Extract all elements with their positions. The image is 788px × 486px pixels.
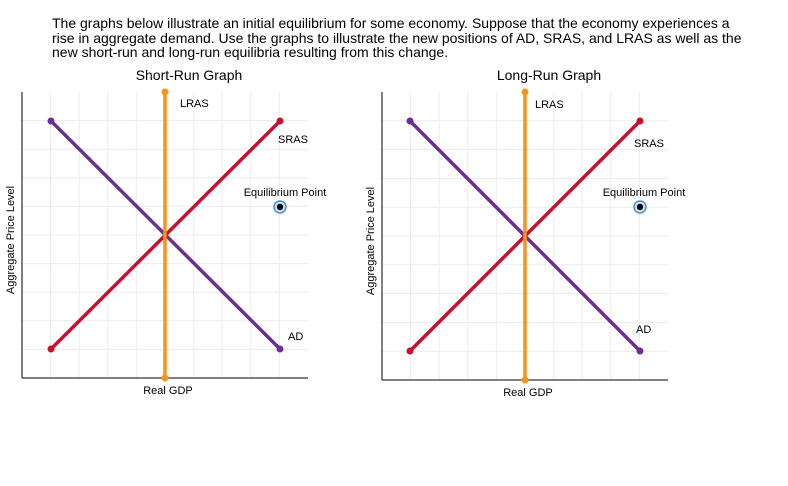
instruction-line: The graphs below illustrate an initial e… [52, 15, 730, 31]
instructions: The graphs below illustrate an initial e… [52, 16, 742, 60]
instruction-line: rise in aggregate demand. Use the graphs… [52, 29, 742, 46]
sras-curve-handle[interactable] [276, 117, 284, 125]
sras-curve-handle[interactable] [636, 117, 644, 125]
equilibrium-label: Equilibrium Point [244, 187, 327, 199]
x-axis-label: Real GDP [503, 387, 553, 399]
ad-curve-handle[interactable] [636, 347, 644, 355]
ad-curve-handle[interactable] [47, 117, 55, 125]
sras-label: SRAS [634, 138, 664, 150]
sras-curve-handle[interactable] [47, 345, 55, 353]
equilibrium-tool-dot[interactable] [276, 203, 284, 211]
ad-label: AD [288, 331, 303, 343]
ad-curve-handle[interactable] [406, 117, 414, 125]
equilibrium-tool-dot[interactable] [636, 203, 644, 211]
instruction-line: new short-run and long-run equilibria re… [52, 44, 449, 60]
x-axis-label: Real GDP [143, 385, 193, 397]
lras-label: LRAS [535, 99, 564, 111]
sras-curve-handle[interactable] [406, 347, 414, 355]
lras-curve-handle[interactable] [161, 88, 169, 96]
graph-title: Short-Run Graph [136, 67, 243, 83]
equilibrium-label: Equilibrium Point [603, 187, 686, 199]
sras-label: SRAS [278, 134, 308, 146]
ad-label: AD [636, 324, 651, 336]
lras-label: LRAS [180, 98, 209, 110]
y-axis-label: Aggregate Price Level [5, 186, 17, 294]
y-axis-label: Aggregate Price Level [365, 187, 377, 295]
ad-curve-handle[interactable] [276, 345, 284, 353]
lras-curve-handle[interactable] [521, 88, 529, 96]
lras-curve-handle[interactable] [521, 376, 529, 384]
lras-curve-handle[interactable] [161, 374, 169, 382]
graph-title: Long-Run Graph [497, 67, 601, 83]
